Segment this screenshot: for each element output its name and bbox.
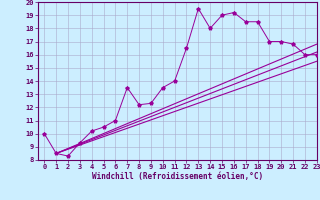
X-axis label: Windchill (Refroidissement éolien,°C): Windchill (Refroidissement éolien,°C) [92,172,263,181]
